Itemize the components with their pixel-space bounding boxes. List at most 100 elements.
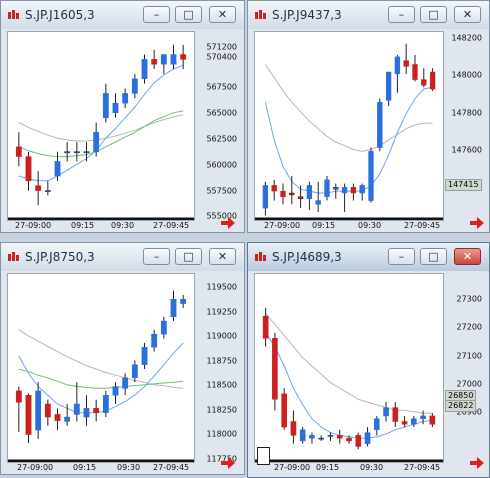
window-title: S.JP.J1605,3 <box>25 8 95 22</box>
maximize-button[interactable]: □ <box>175 6 202 23</box>
candle-body <box>359 185 365 194</box>
chart-window-3[interactable]: S.JP.J8750,3 – □ ✕ 119500 119250 119000 … <box>0 242 245 475</box>
candle-body <box>54 161 61 177</box>
y-tick: 570400 <box>206 52 237 62</box>
candle-body <box>420 415 426 419</box>
y-tick: 27300 <box>456 294 482 304</box>
candle-body <box>102 93 109 118</box>
title-bar[interactable]: S.JP.J9437,3 – □ ✕ <box>248 1 489 29</box>
price-axis: 27300 27200 27100 27000 26900 <box>444 273 482 463</box>
candle-body <box>25 394 32 435</box>
candle-body <box>160 54 167 65</box>
candle-body <box>289 192 295 196</box>
window-title: S.JP.J9437,3 <box>272 8 342 22</box>
minimize-button[interactable]: – <box>143 248 170 265</box>
x-tick: 09:15 <box>312 221 336 230</box>
candlestick-plot[interactable] <box>254 273 444 463</box>
candle-body <box>83 408 90 418</box>
candle-body <box>327 435 334 437</box>
candlestick-plot[interactable] <box>7 31 195 221</box>
chart-app-icon <box>255 252 266 261</box>
candle-body <box>15 146 22 157</box>
x-tick: 27-09:45 <box>404 463 441 472</box>
maximize-button[interactable]: □ <box>420 248 447 265</box>
close-button[interactable]: ✕ <box>209 6 236 23</box>
candle-body <box>368 151 374 201</box>
candle-body <box>394 56 401 75</box>
candle-body <box>355 435 362 447</box>
candle-body <box>383 407 389 417</box>
x-tick: 27-09:00 <box>264 221 301 230</box>
title-bar[interactable]: S.JP.J8750,3 – □ ✕ <box>1 243 244 271</box>
maximize-button[interactable]: □ <box>420 6 447 23</box>
candle-body <box>411 418 417 425</box>
moving-average-slow <box>18 110 184 158</box>
maximize-button[interactable]: □ <box>175 248 202 265</box>
candle-body <box>309 435 315 439</box>
y-tick: 117750 <box>206 454 237 464</box>
x-tick: 09:15 <box>71 221 95 230</box>
candle-body <box>341 187 348 194</box>
candle-body <box>151 333 158 348</box>
moving-average-long <box>18 329 184 389</box>
current-price-tag: 26822 <box>445 400 477 412</box>
close-button[interactable]: ✕ <box>454 6 481 23</box>
y-tick: 27200 <box>456 322 482 332</box>
title-bar[interactable]: S.JP.J1605,3 – □ ✕ <box>1 1 244 29</box>
close-button[interactable]: ✕ <box>209 248 236 265</box>
candle-body <box>35 185 42 191</box>
chart-window-1[interactable]: S.JP.J1605,3 – □ ✕ 571200 570400 567500 … <box>0 0 245 233</box>
time-axis: 27-09:00 09:15 09:30 27-09:45 <box>7 220 197 232</box>
candlestick-plot[interactable] <box>7 273 195 463</box>
candle-body <box>262 185 269 209</box>
candle-body <box>83 151 90 153</box>
candle-body <box>35 390 42 431</box>
scroll-right-arrow-icon[interactable] <box>221 457 235 469</box>
time-axis: 27-09:00 09:15 09:30 27-09:45 <box>254 220 444 232</box>
candle-body <box>280 190 286 198</box>
candle-body <box>102 394 109 413</box>
candle-body <box>73 151 80 153</box>
x-tick: 09:15 <box>316 463 340 472</box>
x-tick: 09:15 <box>73 463 97 472</box>
y-tick: 555000 <box>206 211 237 221</box>
candle-body <box>373 418 380 431</box>
y-tick: 148000 <box>451 70 482 80</box>
y-tick: 27100 <box>456 351 482 361</box>
candlestick-plot[interactable] <box>254 31 444 221</box>
candle-body <box>141 59 148 80</box>
moving-average-long <box>18 114 184 142</box>
scroll-right-arrow-icon[interactable] <box>470 217 484 229</box>
price-axis: 119500 119250 119000 118750 118500 11825… <box>197 273 237 464</box>
candle-body <box>25 156 32 182</box>
candle-body <box>44 190 51 192</box>
candle-body <box>333 187 339 190</box>
moving-average-long <box>265 312 433 414</box>
candle-body <box>131 364 138 379</box>
x-tick: 27-09:00 <box>17 463 54 472</box>
minimize-button[interactable]: – <box>388 248 415 265</box>
title-bar[interactable]: S.JP.J4689,3 – □ ✕ <box>248 243 489 271</box>
x-tick: 09:30 <box>358 221 382 230</box>
price-axis: 571200 570400 567500 565000 562500 56000… <box>197 31 237 221</box>
minimize-button[interactable]: – <box>143 6 170 23</box>
minimize-button[interactable]: – <box>388 6 415 23</box>
candle-body <box>290 421 297 436</box>
chart-overview-box[interactable] <box>257 447 270 465</box>
x-tick: 09:30 <box>360 463 384 472</box>
scroll-right-arrow-icon[interactable] <box>221 217 235 229</box>
scroll-right-arrow-icon[interactable] <box>470 457 484 469</box>
candle-body <box>272 338 278 400</box>
x-tick: 27-09:00 <box>15 221 52 230</box>
candle-body <box>297 196 304 199</box>
candle-body <box>64 416 71 422</box>
close-button[interactable]: ✕ <box>454 248 481 265</box>
candle-body <box>180 298 187 304</box>
price-axis: 148200 148000 147800 147600 <box>444 31 482 221</box>
y-tick: 119000 <box>206 331 237 341</box>
y-tick: 562500 <box>206 134 237 144</box>
candle-body <box>364 432 371 444</box>
chart-window-2[interactable]: S.JP.J9437,3 – □ ✕ 148200 148000 147800 … <box>247 0 490 233</box>
candle-body <box>346 437 352 442</box>
chart-window-4[interactable]: S.JP.J4689,3 – □ ✕ 27300 27200 27100 270… <box>247 242 490 478</box>
